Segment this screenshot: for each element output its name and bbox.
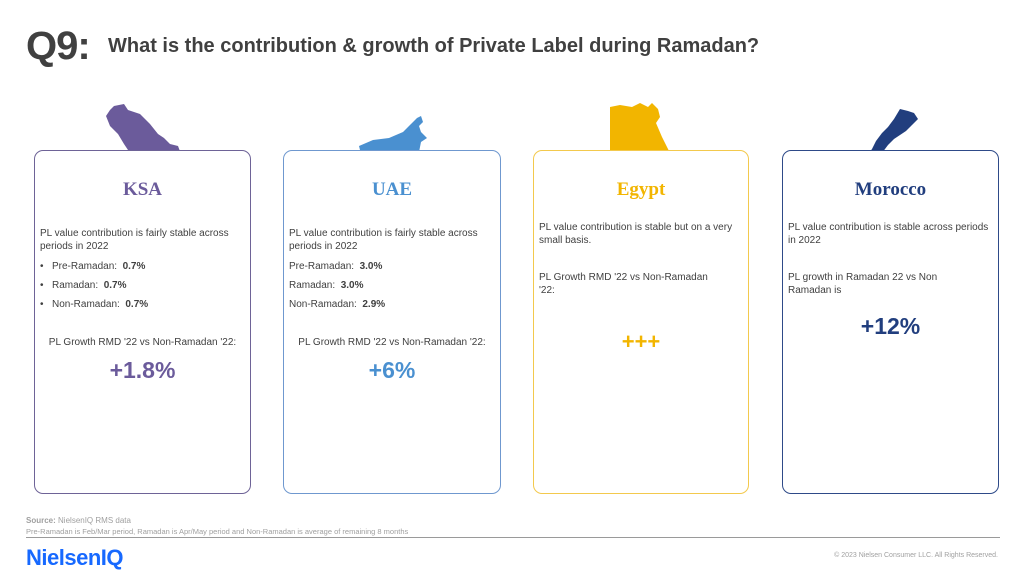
copyright: © 2023 Nielsen Consumer LLC. All Rights … bbox=[834, 552, 998, 559]
ksa-card: KSA PL value contribution is fairly stab… bbox=[34, 150, 251, 494]
period-item: • Ramadan: 0.7% bbox=[40, 280, 127, 291]
growth-value: +6% bbox=[368, 357, 416, 383]
uae-card: UAE PL value contribution is fairly stab… bbox=[283, 150, 501, 494]
card-title: Morocco bbox=[854, 179, 927, 200]
growth-label: PL growth in Ramadan 22 vs Non Ramadan i… bbox=[788, 272, 938, 296]
contribution-text: PL value contribution is stable but on a… bbox=[539, 222, 733, 246]
growth-label: PL Growth RMD '22 vs Non-Ramadan '22: bbox=[48, 337, 237, 348]
growth-value: +1.8% bbox=[109, 357, 176, 383]
period-definition-note: Pre-Ramadan is Feb/Mar period, Ramadan i… bbox=[26, 527, 409, 536]
growth-label: PL Growth RMD '22 vs Non-Ramadan '22: bbox=[539, 272, 708, 296]
period-item: • Pre-Ramadan: 0.7% bbox=[40, 261, 146, 272]
card-title: UAE bbox=[371, 179, 413, 200]
question-number: Q9: bbox=[26, 24, 91, 68]
morocco-card: Morocco PL value contribution is stable … bbox=[782, 150, 999, 494]
card-title: KSA bbox=[122, 179, 163, 200]
contribution-text: PL value contribution is fairly stable a… bbox=[289, 228, 478, 252]
period-item: Pre-Ramadan: 3.0% bbox=[289, 261, 383, 272]
card-title: Egypt bbox=[616, 179, 666, 200]
egypt-card: Egypt PL value contribution is stable bu… bbox=[533, 150, 749, 494]
page-title: What is the contribution & growth of Pri… bbox=[108, 35, 760, 57]
egypt-map-icon bbox=[610, 103, 672, 163]
growth-value: +++ bbox=[621, 329, 661, 354]
footer-divider bbox=[26, 537, 1000, 538]
source-note: Source: NielsenIQ RMS data bbox=[26, 516, 131, 525]
growth-label: PL Growth RMD '22 vs Non-Ramadan '22: bbox=[298, 337, 486, 348]
contribution-text: PL value contribution is stable across p… bbox=[788, 222, 989, 246]
growth-value: +12% bbox=[860, 313, 921, 339]
period-item: • Non-Ramadan: 0.7% bbox=[40, 299, 149, 310]
contribution-text: PL value contribution is fairly stable a… bbox=[40, 228, 229, 252]
period-item: Ramadan: 3.0% bbox=[289, 280, 364, 291]
nielseniq-logo: NielsenIQ bbox=[26, 545, 123, 570]
period-item: Non-Ramadan: 2.9% bbox=[289, 299, 386, 310]
